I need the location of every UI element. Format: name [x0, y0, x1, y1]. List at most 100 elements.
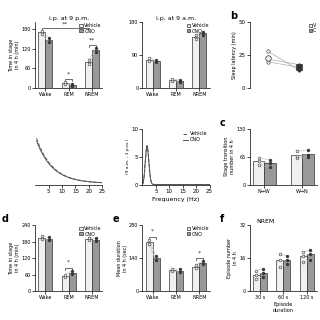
Point [70, 268, 75, 274]
Bar [192, 267, 199, 291]
Point [261, 274, 266, 279]
Legend: Vehicle, CNO: Vehicle, CNO [187, 23, 209, 34]
Point [154, 59, 159, 64]
Point [277, 258, 282, 263]
Point [154, 57, 159, 62]
Text: *: * [151, 229, 154, 234]
Text: NREM: NREM [256, 219, 275, 224]
Vehicle [183, 183, 187, 187]
Bar [260, 273, 267, 291]
Bar [307, 254, 314, 291]
Bar [176, 81, 183, 88]
Text: **: ** [89, 37, 95, 42]
Point [93, 236, 98, 241]
CNO [163, 183, 167, 187]
Point [256, 163, 261, 168]
Y-axis label: Stage transition
number in 4 h: Stage transition number in 4 h [224, 137, 235, 177]
Y-axis label: Time in stage
in 4 h (min): Time in stage in 4 h (min) [10, 242, 20, 275]
Point [39, 28, 44, 33]
Legend: Vehicle, CNO: Vehicle, CNO [187, 226, 209, 236]
Point [301, 254, 306, 259]
Point [177, 77, 182, 83]
Point [200, 33, 205, 38]
Bar [45, 238, 52, 291]
Point [46, 40, 51, 45]
CNO [141, 181, 145, 185]
X-axis label: Frequency (Hz): Frequency (Hz) [152, 197, 200, 202]
Bar [199, 33, 206, 88]
Y-axis label: (9 a.m. - 1 p.m.): (9 a.m. - 1 p.m.) [126, 139, 130, 174]
Bar [192, 37, 199, 88]
Point [296, 62, 301, 67]
Point [266, 59, 271, 64]
Point [261, 266, 266, 271]
Y-axis label: Episode number
in 4 h: Episode number in 4 h [227, 238, 238, 278]
Point [93, 45, 98, 51]
Vehicle [141, 181, 145, 185]
Point [277, 252, 282, 257]
Point [154, 254, 159, 259]
Point [46, 237, 51, 242]
Point [39, 31, 44, 36]
CNO [162, 183, 166, 187]
CNO [168, 183, 172, 187]
Bar [62, 83, 69, 88]
Text: *: * [67, 71, 70, 76]
Point [70, 272, 75, 277]
Point [284, 262, 289, 267]
Point [193, 36, 198, 41]
Line: CNO: CNO [143, 146, 210, 185]
Bar [92, 50, 99, 88]
Point [268, 157, 273, 162]
Bar [253, 275, 260, 291]
Bar [291, 155, 302, 185]
Point [70, 82, 75, 87]
Vehicle [168, 183, 172, 187]
Point [147, 237, 152, 243]
Bar [176, 270, 183, 291]
Bar [169, 270, 176, 291]
Point [301, 250, 306, 255]
Vehicle [149, 180, 153, 184]
Point [93, 50, 98, 55]
Bar [92, 240, 99, 291]
Bar [85, 239, 92, 291]
Point [63, 80, 68, 85]
Vehicle [189, 183, 193, 187]
Text: e: e [112, 214, 119, 224]
Bar [153, 61, 160, 88]
Point [177, 267, 182, 272]
Point [294, 156, 299, 161]
Point [294, 149, 299, 154]
Point [200, 261, 205, 267]
Vehicle [208, 183, 212, 187]
Bar [253, 161, 264, 185]
Point [200, 259, 205, 264]
Bar [38, 238, 45, 291]
Point [256, 156, 261, 161]
Point [39, 234, 44, 239]
Point [63, 275, 68, 280]
Title: i.p. at 9 p.m.: i.p. at 9 p.m. [49, 16, 89, 20]
Point [39, 236, 44, 242]
Point [86, 61, 91, 66]
Bar [146, 60, 153, 88]
Point [86, 235, 91, 240]
CNO [208, 183, 212, 187]
Bar [283, 260, 290, 291]
Bar [264, 163, 276, 185]
Point [86, 58, 91, 63]
Point [170, 78, 175, 84]
Point [261, 270, 266, 275]
Bar [302, 154, 314, 185]
Point [266, 49, 271, 54]
Point [254, 272, 259, 277]
Bar [300, 256, 307, 291]
Point [193, 266, 198, 271]
Point [193, 33, 198, 38]
Point [254, 268, 259, 273]
Point [46, 36, 51, 41]
CNO [183, 183, 187, 187]
CNO [145, 144, 149, 148]
Bar [169, 80, 176, 88]
